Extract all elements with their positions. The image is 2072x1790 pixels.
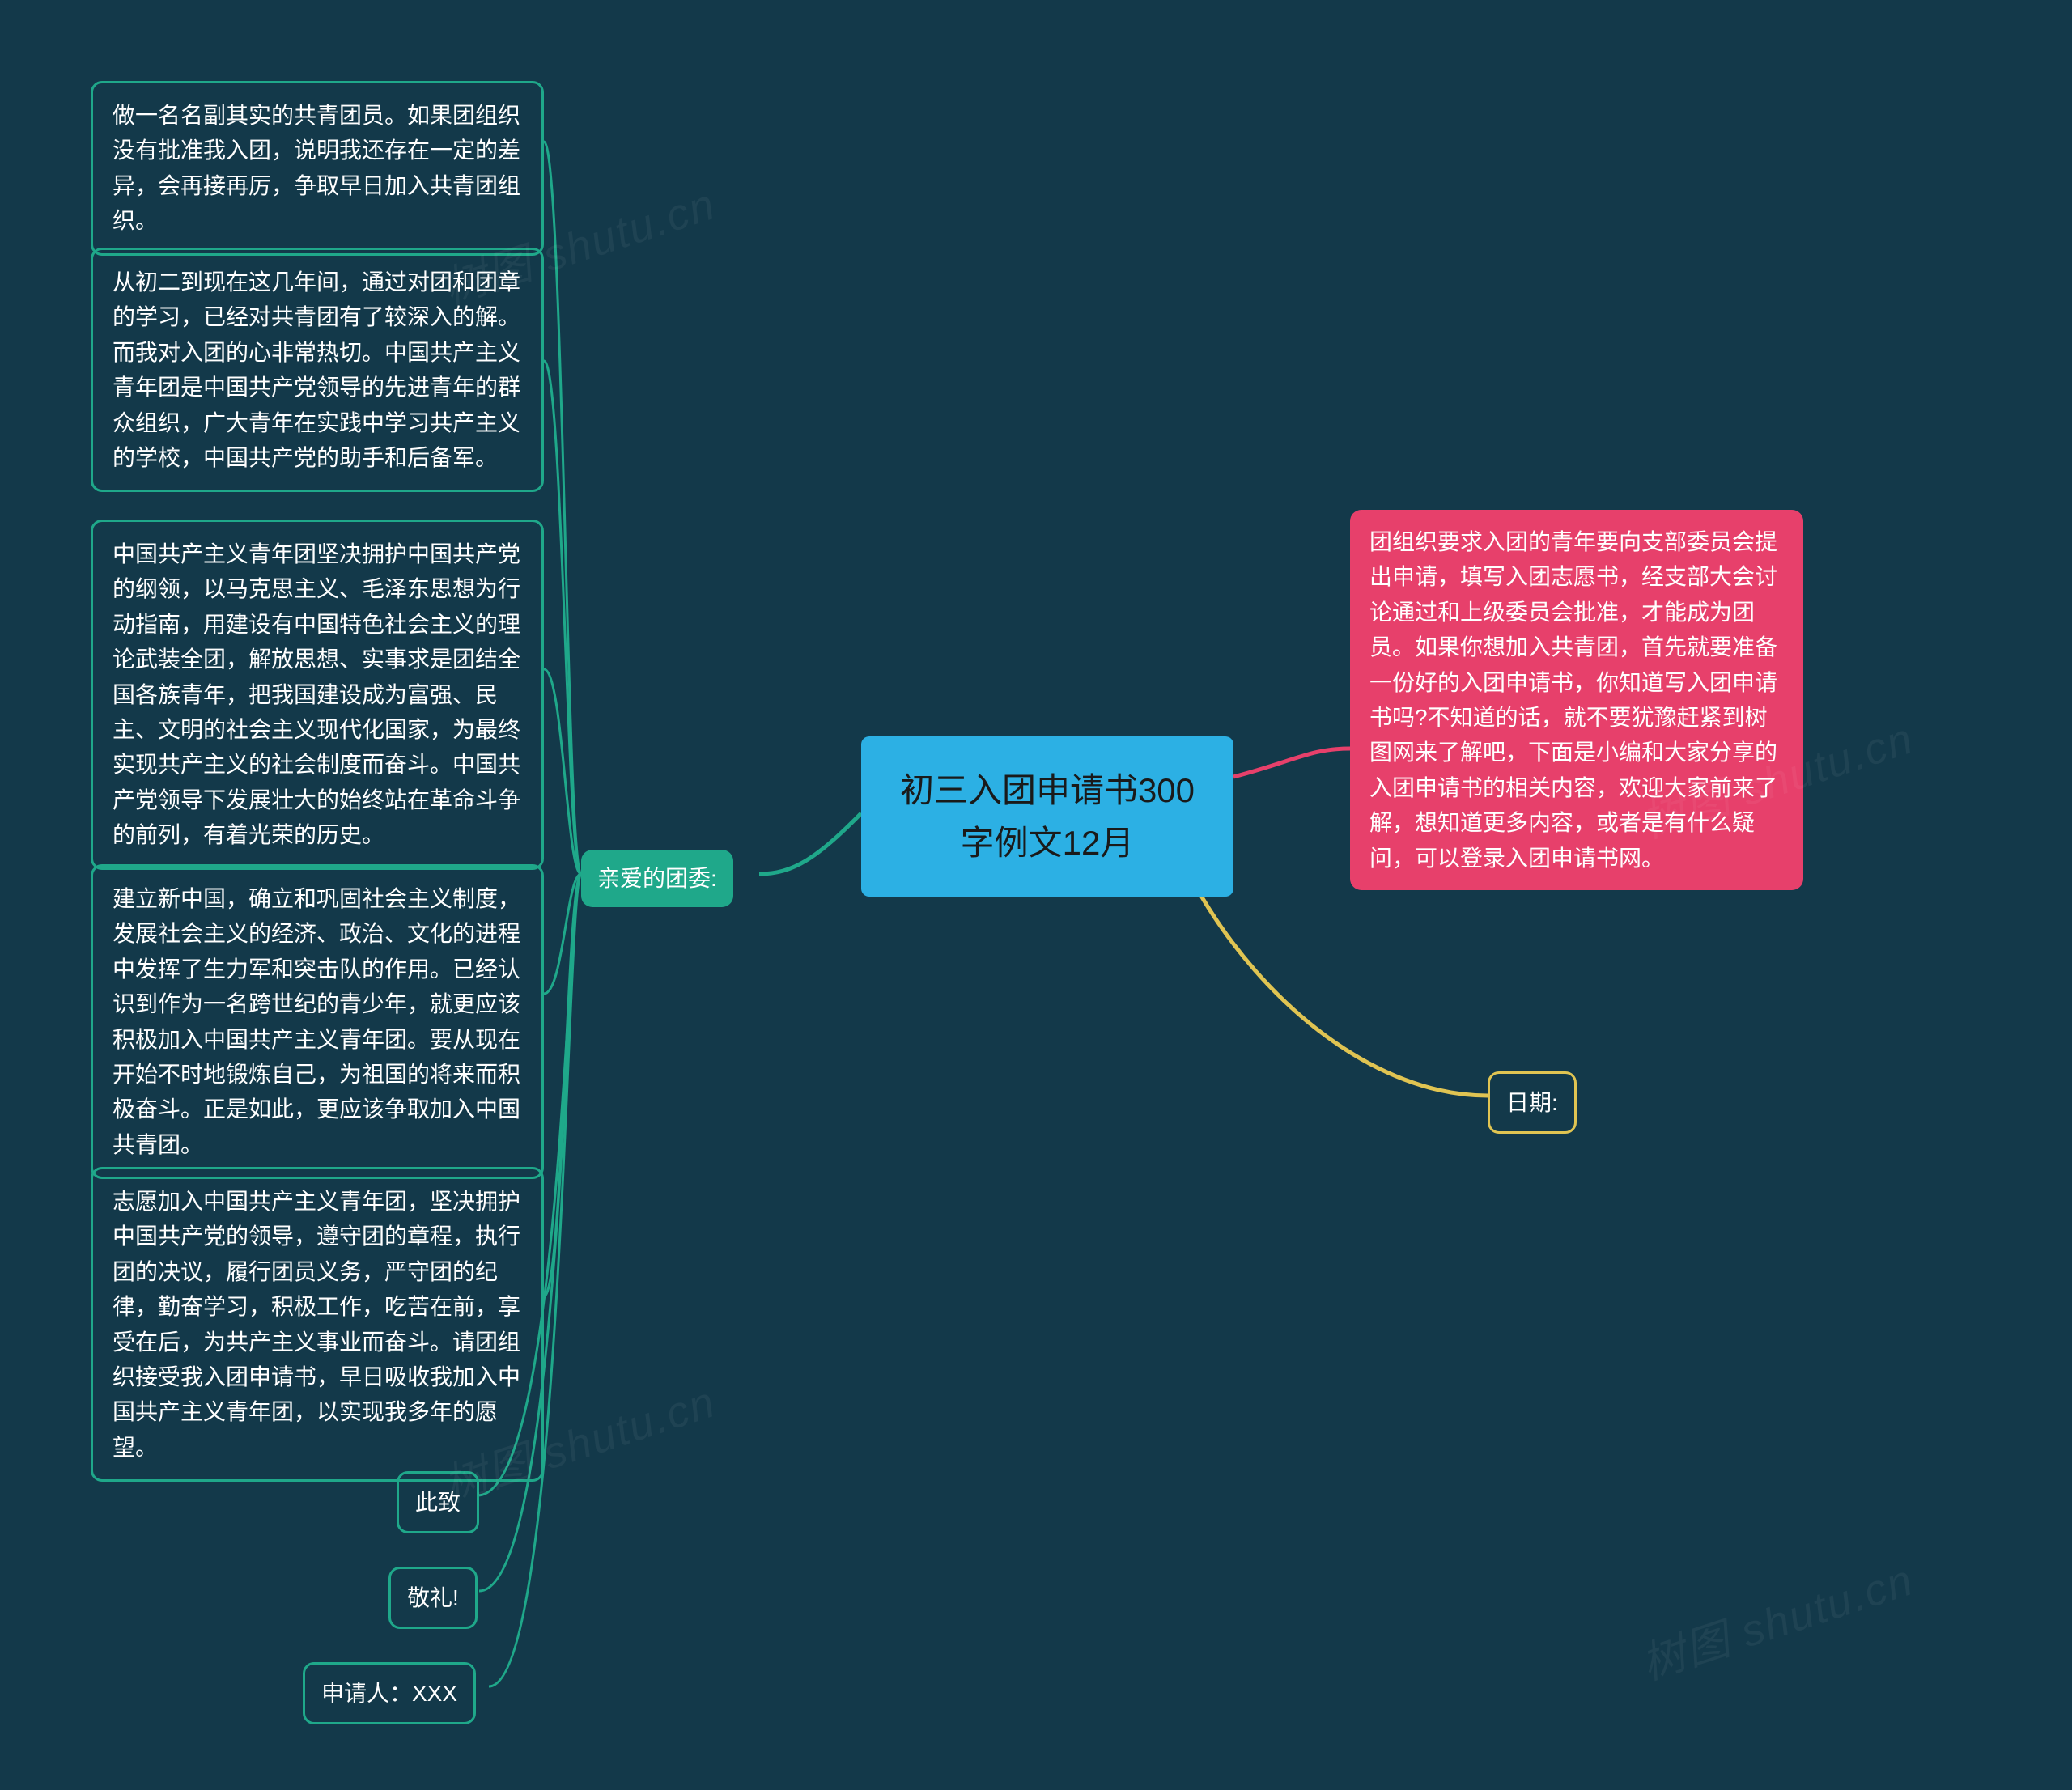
edge-center-intro (1233, 749, 1350, 777)
left-item-2[interactable]: 中国共产主义青年团坚决拥护中国共产党的纲领，以马克思主义、毛泽东思想为行动指南，… (91, 520, 544, 870)
watermark-text: 树图 shutu.cn (1636, 1555, 1920, 1689)
left-item-1[interactable]: 从初二到现在这几年间，通过对团和团章的学习，已经对共青团有了较深入的解。而我对入… (91, 248, 544, 492)
edge-branch-item-3 (544, 874, 581, 994)
left-item-text: 申请人：XXX (321, 1681, 457, 1706)
edge-branch-item-2 (544, 669, 581, 874)
left-item-text: 做一名名副其实的共青团员。如果团组织没有批准我入团，说明我还存在一定的差异，会再… (113, 103, 520, 233)
branch-label-node[interactable]: 亲爱的团委: (581, 850, 733, 907)
left-item-6[interactable]: 敬礼! (388, 1567, 478, 1629)
left-item-text: 建立新中国，确立和巩固社会主义制度，发展社会主义的经济、政治、文化的进程中发挥了… (113, 886, 520, 1157)
edge-center-date (1198, 890, 1488, 1096)
left-item-text: 此致 (415, 1490, 461, 1515)
left-item-text: 从初二到现在这几年间，通过对团和团章的学习，已经对共青团有了较深入的解。而我对入… (113, 269, 520, 470)
intro-text: 团组织要求入团的青年要向支部委员会提出申请，填写入团志愿书，经支部大会讨论通过和… (1369, 529, 1777, 871)
center-node[interactable]: 初三入团申请书300字例文12月 (861, 736, 1233, 897)
date-text: 日期: (1506, 1090, 1558, 1115)
edge-branch-item-1 (544, 361, 581, 874)
mindmap-canvas: { "background_color": "#13394a", "center… (0, 0, 2072, 1790)
watermark: 树图 shutu.cn (1632, 1544, 1920, 1692)
left-item-5[interactable]: 此致 (397, 1471, 479, 1533)
left-item-7[interactable]: 申请人：XXX (303, 1662, 476, 1724)
left-item-text: 中国共产主义青年团坚决拥护中国共产党的纲领，以马克思主义、毛泽东思想为行动指南，… (113, 541, 520, 847)
edge-branch-item-0 (544, 142, 581, 874)
left-item-text: 志愿加入中国共产主义青年团，坚决拥护中国共产党的领导，遵守团的章程，执行团的决议… (113, 1189, 520, 1460)
branch-label-text: 亲爱的团委: (597, 866, 717, 891)
left-item-4[interactable]: 志愿加入中国共产主义青年团，坚决拥护中国共产党的领导，遵守团的章程，执行团的决议… (91, 1167, 544, 1482)
center-text: 初三入团申请书300字例文12月 (900, 771, 1195, 862)
left-item-text: 敬礼! (407, 1585, 459, 1610)
date-node[interactable]: 日期: (1488, 1071, 1577, 1134)
left-item-0[interactable]: 做一名名副其实的共青团员。如果团组织没有批准我入团，说明我还存在一定的差异，会再… (91, 81, 544, 256)
edge-branch-item-4 (544, 874, 581, 1296)
intro-node[interactable]: 团组织要求入团的青年要向支部委员会提出申请，填写入团志愿书，经支部大会讨论通过和… (1350, 510, 1803, 890)
left-item-3[interactable]: 建立新中国，确立和巩固社会主义制度，发展社会主义的经济、政治、文化的进程中发挥了… (91, 864, 544, 1179)
edge-center-branch (759, 813, 861, 874)
